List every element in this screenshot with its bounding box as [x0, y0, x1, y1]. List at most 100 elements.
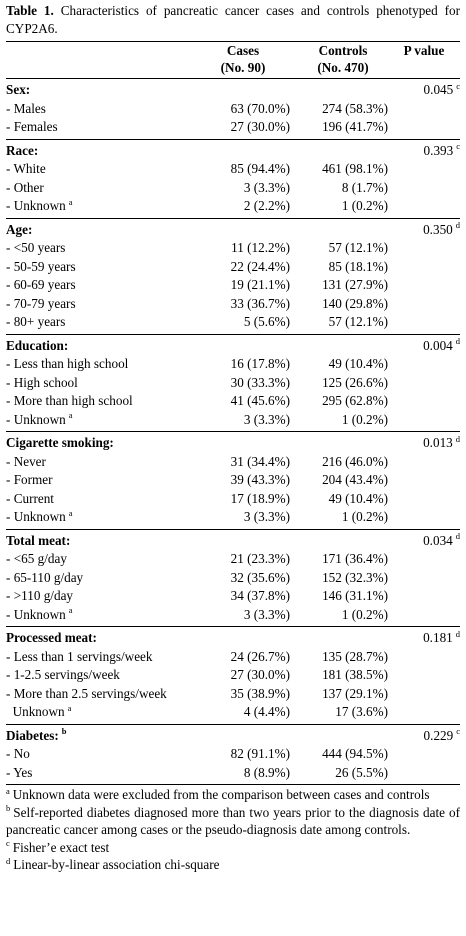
row-controls-value: 1 (0.2%): [341, 606, 388, 622]
header-controls-label: Controls: [318, 43, 368, 58]
section-cases-blank: [208, 221, 290, 240]
table-section: Cigarette smoking: 0.013 d - Never 31 (34.4%…: [6, 432, 460, 529]
row-label: - 60-69 years: [6, 276, 208, 295]
table-row: - Males 63 (70.0%) 274 (58.3%): [6, 100, 460, 119]
row-p-blank: [388, 569, 460, 588]
row-cases-value: 41 (45.6%): [230, 393, 290, 408]
section-controls-blank: [290, 142, 388, 161]
row-label: - 50-59 years: [6, 258, 208, 277]
row-cases-value: 19 (21.1%): [230, 277, 290, 292]
row-label: - No: [6, 745, 208, 764]
section-title: Sex:: [6, 81, 208, 100]
row-label: - Unknown a: [6, 197, 208, 216]
table-row: Unknown a 4 (4.4%) 17 (3.6%): [6, 703, 460, 722]
table-row: - Unknown a 3 (3.3%) 1 (0.2%): [6, 508, 460, 527]
row-label: - >110 g/day: [6, 587, 208, 606]
row-cases-value: 24 (26.7%): [230, 648, 290, 664]
row-label-text: - Unknown: [6, 606, 66, 622]
row-p-blank: [388, 295, 460, 314]
row-label: - 65-110 g/day: [6, 569, 208, 588]
table-section: Education: 0.004 d - Less than high school 1…: [6, 335, 460, 432]
row-cases-value: 16 (17.8%): [230, 356, 290, 371]
row-controls-value: 196 (41.7%): [322, 119, 388, 134]
row-controls-value: 295 (62.8%): [322, 393, 388, 408]
row-label-text: - >110 g/day: [6, 588, 74, 603]
header-cases: Cases (No. 90): [188, 43, 298, 76]
section-header-row: Age: 0.350 d: [6, 221, 460, 240]
section-header-row: Diabetes: b 0.229 c: [6, 727, 460, 746]
row-label: - More than high school: [6, 392, 208, 411]
row-label: - <65 g/day: [6, 550, 208, 569]
table-row: - Unknown a 3 (3.3%) 1 (0.2%): [6, 606, 460, 625]
row-controls-value: 152 (32.3%): [322, 569, 388, 585]
row-label: - White: [6, 160, 208, 179]
row-controls-value: 140 (29.8%): [322, 295, 388, 311]
row-p-blank: [388, 490, 460, 509]
section-title: Education:: [6, 337, 208, 356]
row-p-blank: [388, 685, 460, 704]
section-title: Total meat:: [6, 532, 208, 551]
row-controls-value: 57 (12.1%): [328, 240, 388, 255]
p-value-text: 0.393: [423, 142, 454, 158]
header-controls-n: (No. 470): [317, 59, 369, 75]
p-value-text: 0.004: [423, 337, 453, 353]
table-row: - 1-2.5 servings/week 27 (30.0%) 181 (38.5…: [6, 666, 460, 685]
section-header-row: Cigarette smoking: 0.013 d: [6, 434, 460, 453]
row-p-blank: [388, 197, 460, 216]
row-label: - Unknown a: [6, 606, 208, 625]
row-cases-value: 17 (18.9%): [230, 490, 290, 506]
row-label: - Less than 1 servings/week: [6, 648, 208, 667]
section-p-value: 0.229 c: [388, 727, 460, 746]
row-p-blank: [388, 239, 460, 258]
section-controls-blank: [290, 727, 388, 746]
footnote-mark: b: [6, 803, 11, 814]
section-title: Race:: [6, 142, 208, 161]
section-p-value: 0.034 d: [388, 532, 460, 551]
caption-text: Characteristics of pancreatic cancer cas…: [6, 3, 460, 36]
row-label-text: - High school: [6, 374, 78, 390]
table-row: - 70-79 years 33 (36.7%) 140 (29.8%): [6, 295, 460, 314]
row-controls-value: 125 (26.6%): [322, 374, 388, 390]
row-cases-value: 2 (2.2%): [243, 198, 290, 213]
table-caption: Table 1. Characteristics of pancreatic c…: [6, 2, 460, 37]
row-label-text: - 50-59 years: [6, 258, 76, 274]
row-controls-value: 8 (1.7%): [341, 179, 388, 195]
row-p-blank: [388, 587, 460, 606]
section-cases-blank: [208, 337, 290, 356]
row-controls-value: 1 (0.2%): [341, 198, 388, 213]
footnote-text: Unknown data were excluded from the comp…: [12, 787, 430, 802]
table-row: - Never 31 (34.4%) 216 (46.0%): [6, 453, 460, 472]
row-cases-value: 27 (30.0%): [230, 667, 290, 682]
row-label-text: - Other: [6, 179, 44, 195]
row-controls-value: 57 (12.1%): [328, 314, 388, 329]
section-title: Age:: [6, 221, 208, 240]
row-cases-value: 27 (30.0%): [230, 119, 290, 134]
table-row: - More than high school 41 (45.6%) 295 (62…: [6, 392, 460, 411]
row-p-blank: [388, 276, 460, 295]
row-p-blank: [388, 258, 460, 277]
p-value-footnote-mark: d: [455, 433, 460, 444]
table-row: - 50-59 years 22 (24.4%) 85 (18.1%): [6, 258, 460, 277]
table-row: - <50 years 11 (12.2%) 57 (12.1%): [6, 239, 460, 258]
row-label: - Other: [6, 179, 208, 198]
row-cases-value: 21 (23.3%): [230, 551, 290, 566]
row-label-text: - 80+ years: [6, 314, 66, 329]
row-p-blank: [388, 100, 460, 119]
row-cases-value: 3 (3.3%): [243, 179, 290, 195]
row-label-text: - Less than high school: [6, 356, 129, 371]
row-p-blank: [388, 703, 460, 722]
table-row: - High school 30 (33.3%) 125 (26.6%): [6, 374, 460, 393]
table-row: - White 85 (94.4%) 461 (98.1%): [6, 160, 460, 179]
table-row: - >110 g/day 34 (37.8%) 146 (31.1%): [6, 587, 460, 606]
section-cases-blank: [208, 142, 290, 161]
section-cases-blank: [208, 532, 290, 551]
table-section: Diabetes: b 0.229 c - No 82 (91.1%) 444 (94.5%…: [6, 725, 460, 785]
p-value-footnote-mark: d: [455, 531, 460, 542]
header-controls: Controls (No. 470): [298, 43, 388, 76]
section-title: Cigarette smoking:: [6, 434, 208, 453]
table-row: - No 82 (91.1%) 444 (94.5%): [6, 745, 460, 764]
row-p-blank: [388, 453, 460, 472]
table-row: - 60-69 years 19 (21.1%) 131 (27.9%): [6, 276, 460, 295]
section-header-row: Race: 0.393 c: [6, 142, 460, 161]
header-cases-n: (No. 90): [220, 59, 266, 75]
